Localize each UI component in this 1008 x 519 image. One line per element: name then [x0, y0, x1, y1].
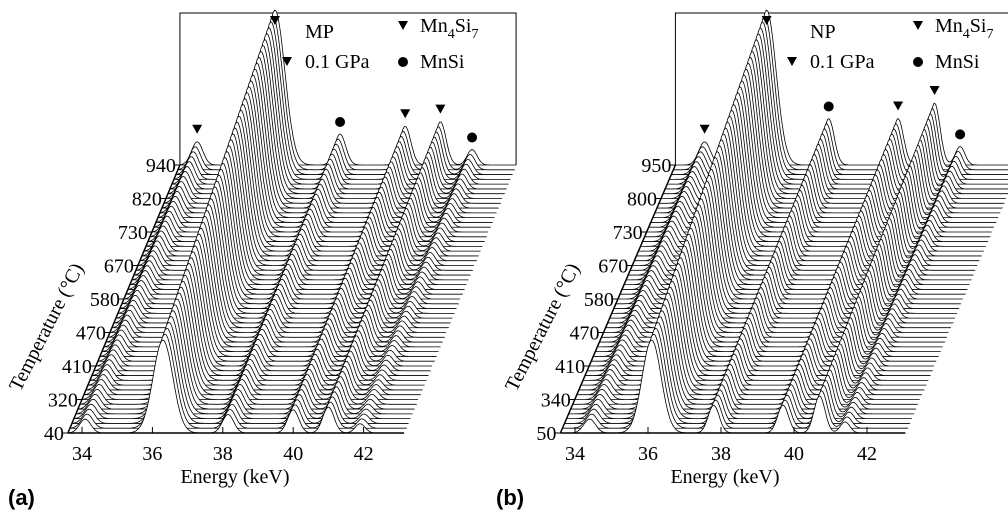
y-tick-label: 670	[598, 256, 628, 278]
x-tick-label: 36	[142, 443, 162, 465]
legend-phase: MnSi	[420, 51, 465, 73]
legend-phase-part: Mn	[935, 15, 963, 37]
y-tick-label: 800	[627, 189, 657, 211]
peak-marker	[400, 109, 411, 119]
peak-marker	[398, 21, 408, 30]
legend-phase-part: 4	[963, 27, 970, 42]
x-tick-label: 34	[72, 443, 92, 465]
y-tick-label: 940	[146, 155, 176, 177]
x-axis-label: Energy (keV)	[180, 466, 289, 488]
legend-phase: Mn4Si7	[420, 15, 478, 42]
y-tick-label: 670	[104, 256, 134, 278]
y-tick-label: 730	[118, 222, 148, 244]
x-tick-label: 42	[354, 443, 374, 465]
x-tick-label: 40	[784, 443, 804, 465]
legend-phase-part: 4	[448, 27, 455, 42]
legend-phase-part: 7	[471, 27, 478, 42]
peak-marker	[467, 132, 478, 143]
peak-marker	[955, 129, 966, 140]
x-tick-label: 40	[283, 443, 303, 465]
legend-sample: NP	[810, 21, 836, 43]
legend-pressure: 0.1 GPa	[305, 51, 370, 73]
peak-marker	[761, 16, 772, 25]
y-tick-label: 730	[613, 222, 643, 244]
y-tick-label: 50	[536, 423, 556, 445]
peak-marker	[929, 86, 940, 95]
peak-marker	[787, 57, 797, 66]
peak-marker	[398, 57, 408, 67]
y-tick-label: 410	[555, 356, 585, 378]
peak-marker	[335, 117, 346, 127]
legend-phase: Mn4Si7	[935, 15, 993, 42]
x-tick-label: 42	[857, 443, 877, 465]
y-tick-label: 40	[44, 423, 64, 445]
back-frame	[179, 12, 517, 165]
legend-phase-part: MnSi	[935, 51, 980, 73]
legend-pressure: 0.1 GPa	[810, 51, 875, 73]
peak-marker	[913, 21, 923, 30]
peak-marker	[699, 124, 710, 134]
peak-marker	[282, 57, 292, 66]
legend-phase-part: Si	[970, 15, 987, 37]
panel-label: (b)	[496, 485, 524, 510]
legend-phase-part: MnSi	[420, 51, 465, 73]
legend-phase-part: Mn	[420, 15, 448, 37]
x-tick-label: 34	[565, 443, 585, 465]
y-tick-label: 820	[132, 189, 162, 211]
y-tick-label: 580	[584, 289, 614, 311]
y-tick-label: 470	[76, 323, 106, 345]
legend-phase-part: Si	[455, 15, 472, 37]
legend-sample: MP	[305, 21, 334, 43]
x-tick-label: 36	[638, 443, 658, 465]
panel-label: (a)	[8, 485, 35, 510]
peak-marker	[913, 57, 923, 67]
back-frame	[674, 12, 1008, 165]
y-tick-label: 340	[541, 390, 571, 412]
peak-marker	[435, 104, 446, 114]
peak-marker	[269, 16, 280, 25]
legend-phase-part: 7	[986, 27, 993, 42]
y-tick-label: 320	[48, 390, 78, 412]
y-tick-label: 410	[62, 356, 92, 378]
x-tick-label: 38	[213, 443, 233, 465]
peak-marker	[192, 124, 203, 134]
legend-phase: MnSi	[935, 51, 980, 73]
peak-marker	[823, 101, 834, 112]
y-tick-label: 950	[641, 155, 671, 177]
y-tick-label: 470	[570, 323, 600, 345]
y-tick-label: 580	[90, 289, 120, 311]
peak-marker	[893, 101, 904, 111]
x-tick-label: 38	[711, 443, 731, 465]
x-axis-label: Energy (keV)	[670, 466, 779, 488]
